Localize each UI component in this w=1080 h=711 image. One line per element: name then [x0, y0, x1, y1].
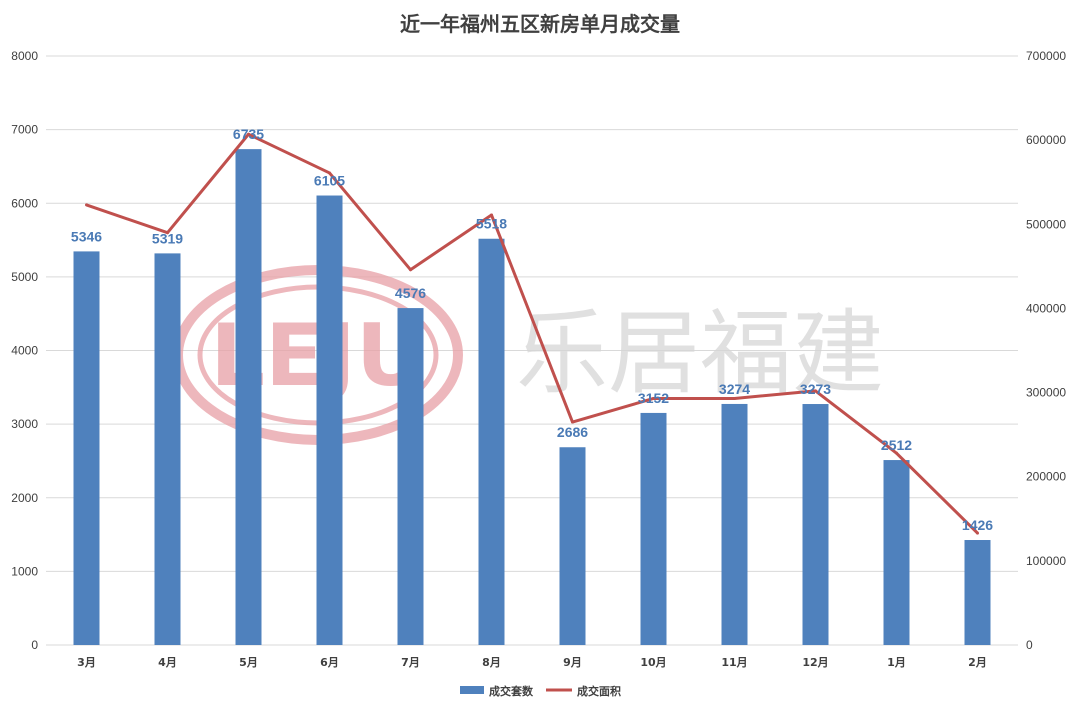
data-label: 1426	[962, 517, 993, 533]
data-label: 5319	[152, 230, 183, 246]
x-tick-label: 5月	[239, 656, 258, 669]
legend-label-bar: 成交套数	[489, 684, 534, 698]
data-label: 3152	[638, 390, 669, 406]
left-tick-label: 1000	[11, 564, 38, 578]
x-tick-label: 6月	[320, 656, 339, 669]
left-tick-label: 7000	[11, 123, 38, 137]
left-tick-label: 5000	[11, 270, 38, 284]
right-tick-label: 600000	[1026, 133, 1066, 147]
line-series	[85, 132, 979, 535]
line-point	[571, 420, 574, 424]
bar-series	[73, 149, 991, 646]
right-tick-label: 300000	[1026, 386, 1066, 400]
line-point	[976, 531, 979, 535]
x-tick-label: 12月	[802, 656, 828, 669]
left-tick-label: 0	[31, 638, 38, 652]
bar	[154, 253, 181, 646]
bar	[964, 540, 991, 645]
bar	[73, 251, 100, 645]
right-tick-label: 200000	[1026, 470, 1066, 484]
legend: 成交套数 成交面积	[460, 684, 621, 698]
left-tick-label: 8000	[11, 49, 38, 63]
line-point	[814, 389, 817, 393]
data-label: 3273	[800, 381, 831, 397]
data-label: 6105	[314, 173, 345, 189]
bar	[640, 412, 667, 645]
right-tick-label: 700000	[1026, 49, 1066, 63]
left-tick-label: 4000	[11, 344, 38, 358]
x-tick-label: 4月	[158, 656, 177, 669]
legend-swatch-bar	[460, 686, 484, 694]
leju-watermark: LEJU 乐居福建	[173, 265, 884, 445]
data-label: 3274	[719, 381, 750, 397]
line-path	[86, 132, 979, 535]
x-tick-label: 11月	[721, 656, 747, 669]
left-tick-label: 3000	[11, 417, 38, 431]
line-point	[895, 451, 898, 455]
watermark-brand-text: 乐居福建	[516, 300, 884, 407]
left-tick-label: 6000	[11, 196, 38, 210]
line-point	[247, 132, 250, 136]
line-point	[733, 396, 736, 400]
bar	[397, 308, 424, 645]
bar	[559, 447, 586, 645]
chart-title: 近一年福州五区新房单月成交量	[400, 12, 680, 36]
bar	[883, 460, 910, 645]
x-tick-label: 9月	[563, 656, 582, 669]
bar	[316, 195, 343, 645]
line-point	[490, 213, 493, 217]
right-tick-label: 400000	[1026, 301, 1066, 315]
data-label: 2686	[557, 424, 588, 440]
bar	[721, 403, 748, 645]
line-point	[652, 396, 655, 400]
line-point	[166, 231, 169, 235]
right-tick-label: 500000	[1026, 217, 1066, 231]
left-tick-label: 2000	[11, 491, 38, 505]
x-tick-label: 3月	[77, 656, 96, 669]
data-label: 2512	[881, 437, 912, 453]
bar	[235, 149, 262, 645]
x-axis-ticks: 3月 4月 5月 6月 7月 8月 9月 10月 11月 12月 1月 2月	[77, 656, 987, 669]
x-tick-label: 2月	[968, 656, 987, 669]
x-tick-label: 10月	[640, 656, 666, 669]
right-tick-label: 0	[1026, 638, 1033, 652]
data-label: 6735	[233, 126, 264, 142]
right-axis-ticks: 0 100000 200000 300000 400000 500000 600000 700…	[1026, 49, 1066, 652]
data-labels: 5346 5319 6735 6105 4576 5518 2686 3152 3274 3273…	[71, 126, 993, 533]
legend-label-line: 成交面积	[577, 684, 621, 698]
gridlines	[46, 55, 1018, 646]
right-tick-label: 100000	[1026, 554, 1066, 568]
left-axis-ticks: 0 1000 2000 3000 4000 5000 6000 7000 8000	[11, 49, 38, 652]
bar	[802, 404, 829, 645]
data-label: 5518	[476, 216, 507, 232]
bar	[478, 238, 505, 645]
data-label: 4576	[395, 285, 426, 301]
x-tick-label: 7月	[401, 656, 420, 669]
line-point	[85, 203, 88, 207]
x-tick-label: 8月	[482, 656, 501, 669]
line-point	[328, 171, 331, 175]
line-point	[409, 268, 412, 272]
data-label: 5346	[71, 228, 102, 244]
x-tick-label: 1月	[887, 656, 906, 669]
